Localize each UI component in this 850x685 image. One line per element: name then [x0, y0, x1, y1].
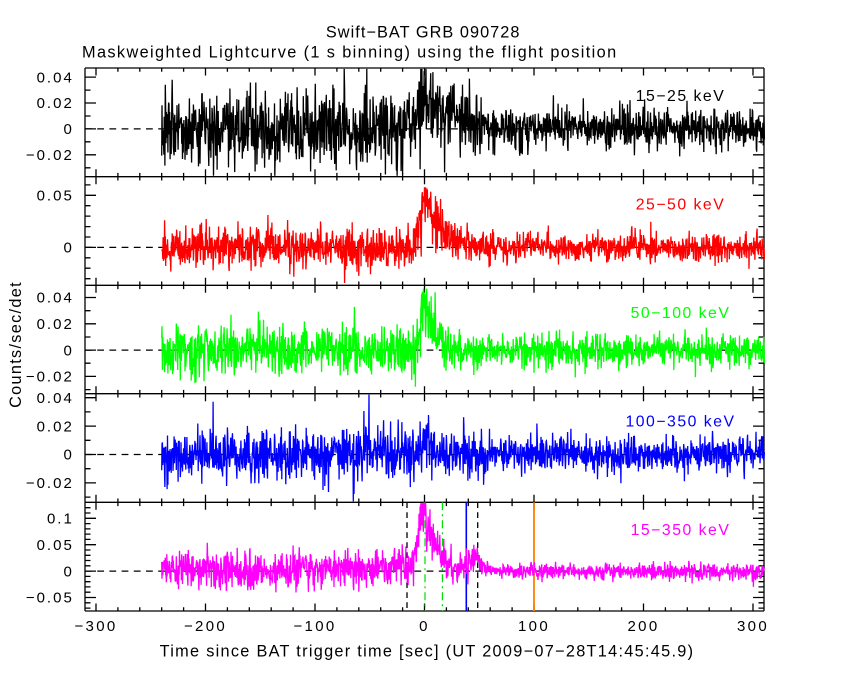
- svg-text:−0.02: −0.02: [26, 147, 74, 164]
- svg-text:−100: −100: [294, 618, 337, 635]
- svg-text:0: 0: [419, 618, 430, 635]
- svg-text:100: 100: [518, 618, 550, 635]
- svg-text:0: 0: [63, 447, 73, 464]
- svg-text:−200: −200: [184, 618, 227, 635]
- svg-text:0.1: 0.1: [47, 511, 74, 528]
- svg-text:25−50 keV: 25−50 keV: [636, 197, 725, 214]
- svg-text:0.04: 0.04: [37, 69, 74, 86]
- svg-text:−300: −300: [75, 618, 118, 635]
- svg-text:−0.02: −0.02: [26, 369, 74, 386]
- svg-text:0.02: 0.02: [37, 95, 74, 112]
- svg-text:0.02: 0.02: [37, 418, 74, 435]
- svg-text:200: 200: [628, 618, 660, 635]
- svg-text:Counts/sec/det: Counts/sec/det: [7, 281, 25, 408]
- svg-text:0: 0: [63, 563, 73, 580]
- svg-text:Time since BAT trigger time [s: Time since BAT trigger time [sec] (UT 20…: [160, 643, 695, 661]
- svg-text:0: 0: [63, 240, 73, 257]
- svg-text:−0.02: −0.02: [26, 475, 74, 492]
- svg-text:0.05: 0.05: [37, 537, 74, 554]
- svg-text:300: 300: [737, 618, 769, 635]
- svg-text:50−100 keV: 50−100 keV: [631, 305, 731, 322]
- svg-text:100−350 keV: 100−350 keV: [625, 414, 735, 431]
- svg-text:0.04: 0.04: [37, 390, 74, 407]
- svg-text:0: 0: [63, 342, 73, 359]
- svg-text:15−350 keV: 15−350 keV: [631, 522, 731, 539]
- svg-text:Swift−BAT GRB 090728: Swift−BAT GRB 090728: [326, 23, 521, 41]
- svg-text:0.02: 0.02: [37, 316, 74, 333]
- svg-text:Maskweighted Lightcurve (1 s b: Maskweighted Lightcurve (1 s binning) us…: [82, 44, 618, 62]
- svg-text:0: 0: [63, 121, 73, 138]
- svg-text:−0.05: −0.05: [26, 590, 74, 607]
- svg-text:0.05: 0.05: [37, 188, 74, 205]
- svg-text:0.04: 0.04: [37, 290, 74, 307]
- svg-text:15−25 keV: 15−25 keV: [636, 88, 725, 105]
